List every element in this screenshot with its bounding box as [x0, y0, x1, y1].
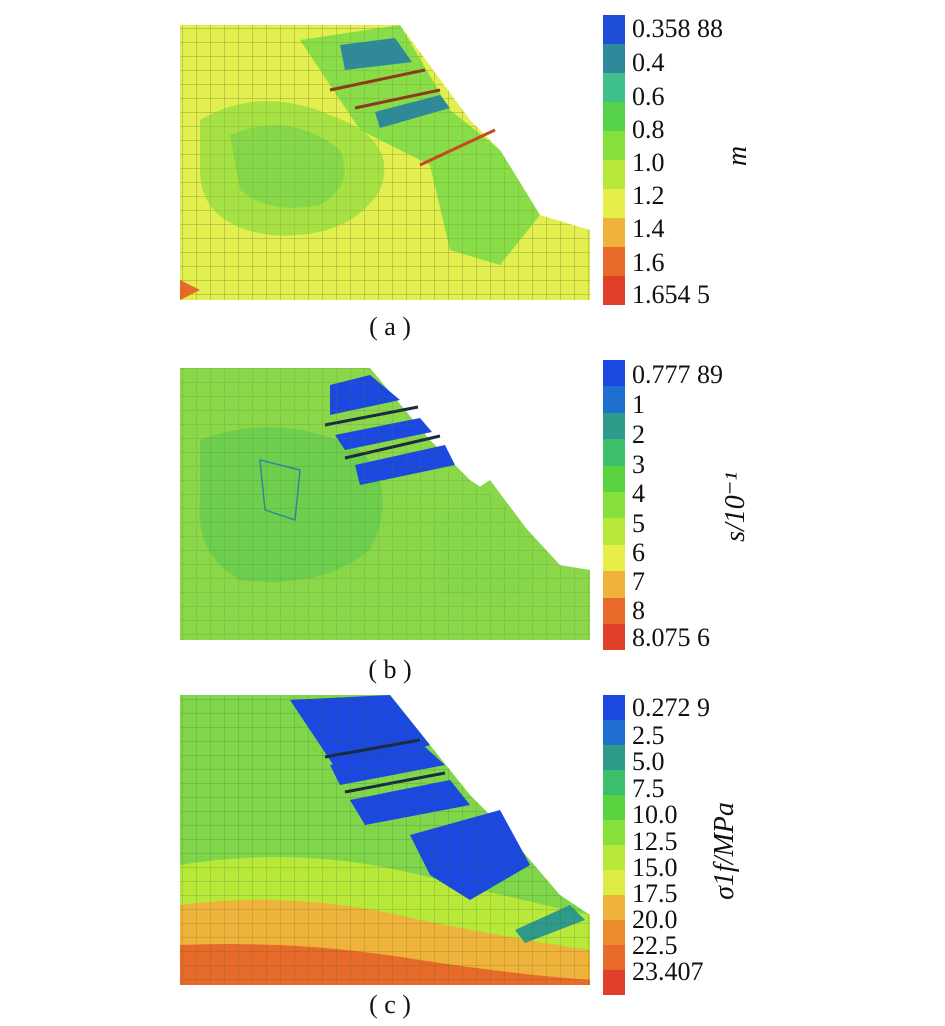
colorbar-tick-label: 7.5 [632, 774, 665, 803]
colorbar-tick-label: 1.2 [632, 181, 665, 210]
colorbar-title: m [722, 145, 754, 167]
colorbar-segment [603, 597, 625, 624]
panel-caption: ( a ) [369, 312, 411, 341]
colorbar-tick-label: 8 [632, 596, 645, 625]
colorbar-tick-label: 1 [632, 390, 645, 419]
colorbar-segment [603, 970, 625, 995]
colorbar-segment [603, 571, 625, 598]
colorbar-tick-label: 0.777 89 [632, 360, 723, 389]
colorbar-b [603, 360, 625, 650]
colorbar-segment [603, 870, 625, 895]
colorbar-tick-label: 6 [632, 538, 645, 567]
colorbar-tick-label: 2 [632, 420, 645, 449]
colorbar-segment [603, 820, 625, 845]
colorbar-segment [603, 189, 625, 218]
colorbar-tick-label: 3 [632, 450, 645, 479]
colorbar-tick-label: 22.5 [632, 931, 678, 960]
slope-model-a [180, 25, 590, 300]
colorbar-tick-label: 17.5 [632, 879, 678, 908]
colorbar-segment [603, 15, 625, 44]
colorbar-tick-label: 1.4 [632, 214, 665, 243]
colorbar-tick-label: 2.5 [632, 721, 665, 750]
slope-model-c [180, 695, 590, 985]
colorbar-c [603, 695, 625, 995]
colorbar-segment [603, 491, 625, 519]
colorbar-tick-label: 10.0 [632, 800, 678, 829]
colorbar-segment [603, 412, 625, 440]
panel-b: 0.777 89 1 2 3 4 5 6 7 8 8.075 6 s/10⁻¹ … [0, 340, 945, 685]
colorbar-tick-label: 0.4 [632, 48, 665, 77]
panel-caption: ( c ) [369, 990, 411, 1019]
slope-model-b [180, 368, 590, 640]
colorbar-a [603, 15, 625, 305]
colorbar-tick-label: 8.075 6 [632, 623, 710, 652]
colorbar-segment [603, 160, 625, 189]
colorbar-tick-label: 12.5 [632, 827, 678, 856]
colorbar-tick-label: 1.654 5 [632, 280, 710, 309]
colorbar-tick-label: 23.407 [632, 957, 704, 986]
colorbar-tick-label: 15.0 [632, 853, 678, 882]
colorbar-segment [603, 945, 625, 970]
colorbar-segment [603, 920, 625, 945]
colorbar-tick-label: 20.0 [632, 905, 678, 934]
colorbar-tick-label: 1.6 [632, 248, 665, 277]
colorbar-segment [603, 623, 625, 650]
colorbar-tick-label: 0.358 88 [632, 14, 723, 43]
colorbar-segment [603, 360, 625, 387]
colorbar-segment [603, 73, 625, 102]
colorbar-tick-label: 0.8 [632, 115, 665, 144]
colorbar-tick-label: 5.0 [632, 747, 665, 776]
colorbar-segment [603, 720, 625, 745]
colorbar-tick-label: 0.6 [632, 82, 665, 111]
colorbar-tick-label: 7 [632, 567, 645, 596]
colorbar-tick-label: 5 [632, 509, 645, 538]
colorbar-tick-label: 0.272 9 [632, 693, 710, 722]
panel-a: 0.358 88 0.4 0.6 0.8 1.0 1.2 1.4 1.6 1.6… [0, 0, 945, 341]
colorbar-segment [603, 131, 625, 160]
colorbar-segment [603, 465, 625, 492]
colorbar-segment [603, 770, 625, 795]
panel-caption: ( b ) [368, 655, 412, 684]
colorbar-segment [603, 845, 625, 870]
colorbar-segment [603, 102, 625, 131]
panel-c: 0.272 9 2.5 5.0 7.5 10.0 12.5 15.0 17.5 … [0, 685, 945, 1026]
colorbar-segment [603, 439, 625, 466]
colorbar-segment [603, 247, 625, 276]
colorbar-segment [603, 695, 625, 720]
colorbar-tick-label: 1.0 [632, 148, 665, 177]
colorbar-segment [603, 218, 625, 247]
colorbar-segment [603, 745, 625, 770]
colorbar-title: s/10⁻¹ [719, 472, 751, 542]
colorbar-segment [603, 518, 625, 545]
colorbar-tick-label: 4 [632, 479, 645, 508]
colorbar-segment [603, 276, 625, 305]
colorbar-title: σ1f/MPa [708, 802, 740, 900]
colorbar-segment [603, 544, 625, 572]
colorbar-segment [603, 895, 625, 920]
colorbar-segment [603, 44, 625, 73]
colorbar-segment [603, 386, 625, 413]
colorbar-segment [603, 795, 625, 820]
